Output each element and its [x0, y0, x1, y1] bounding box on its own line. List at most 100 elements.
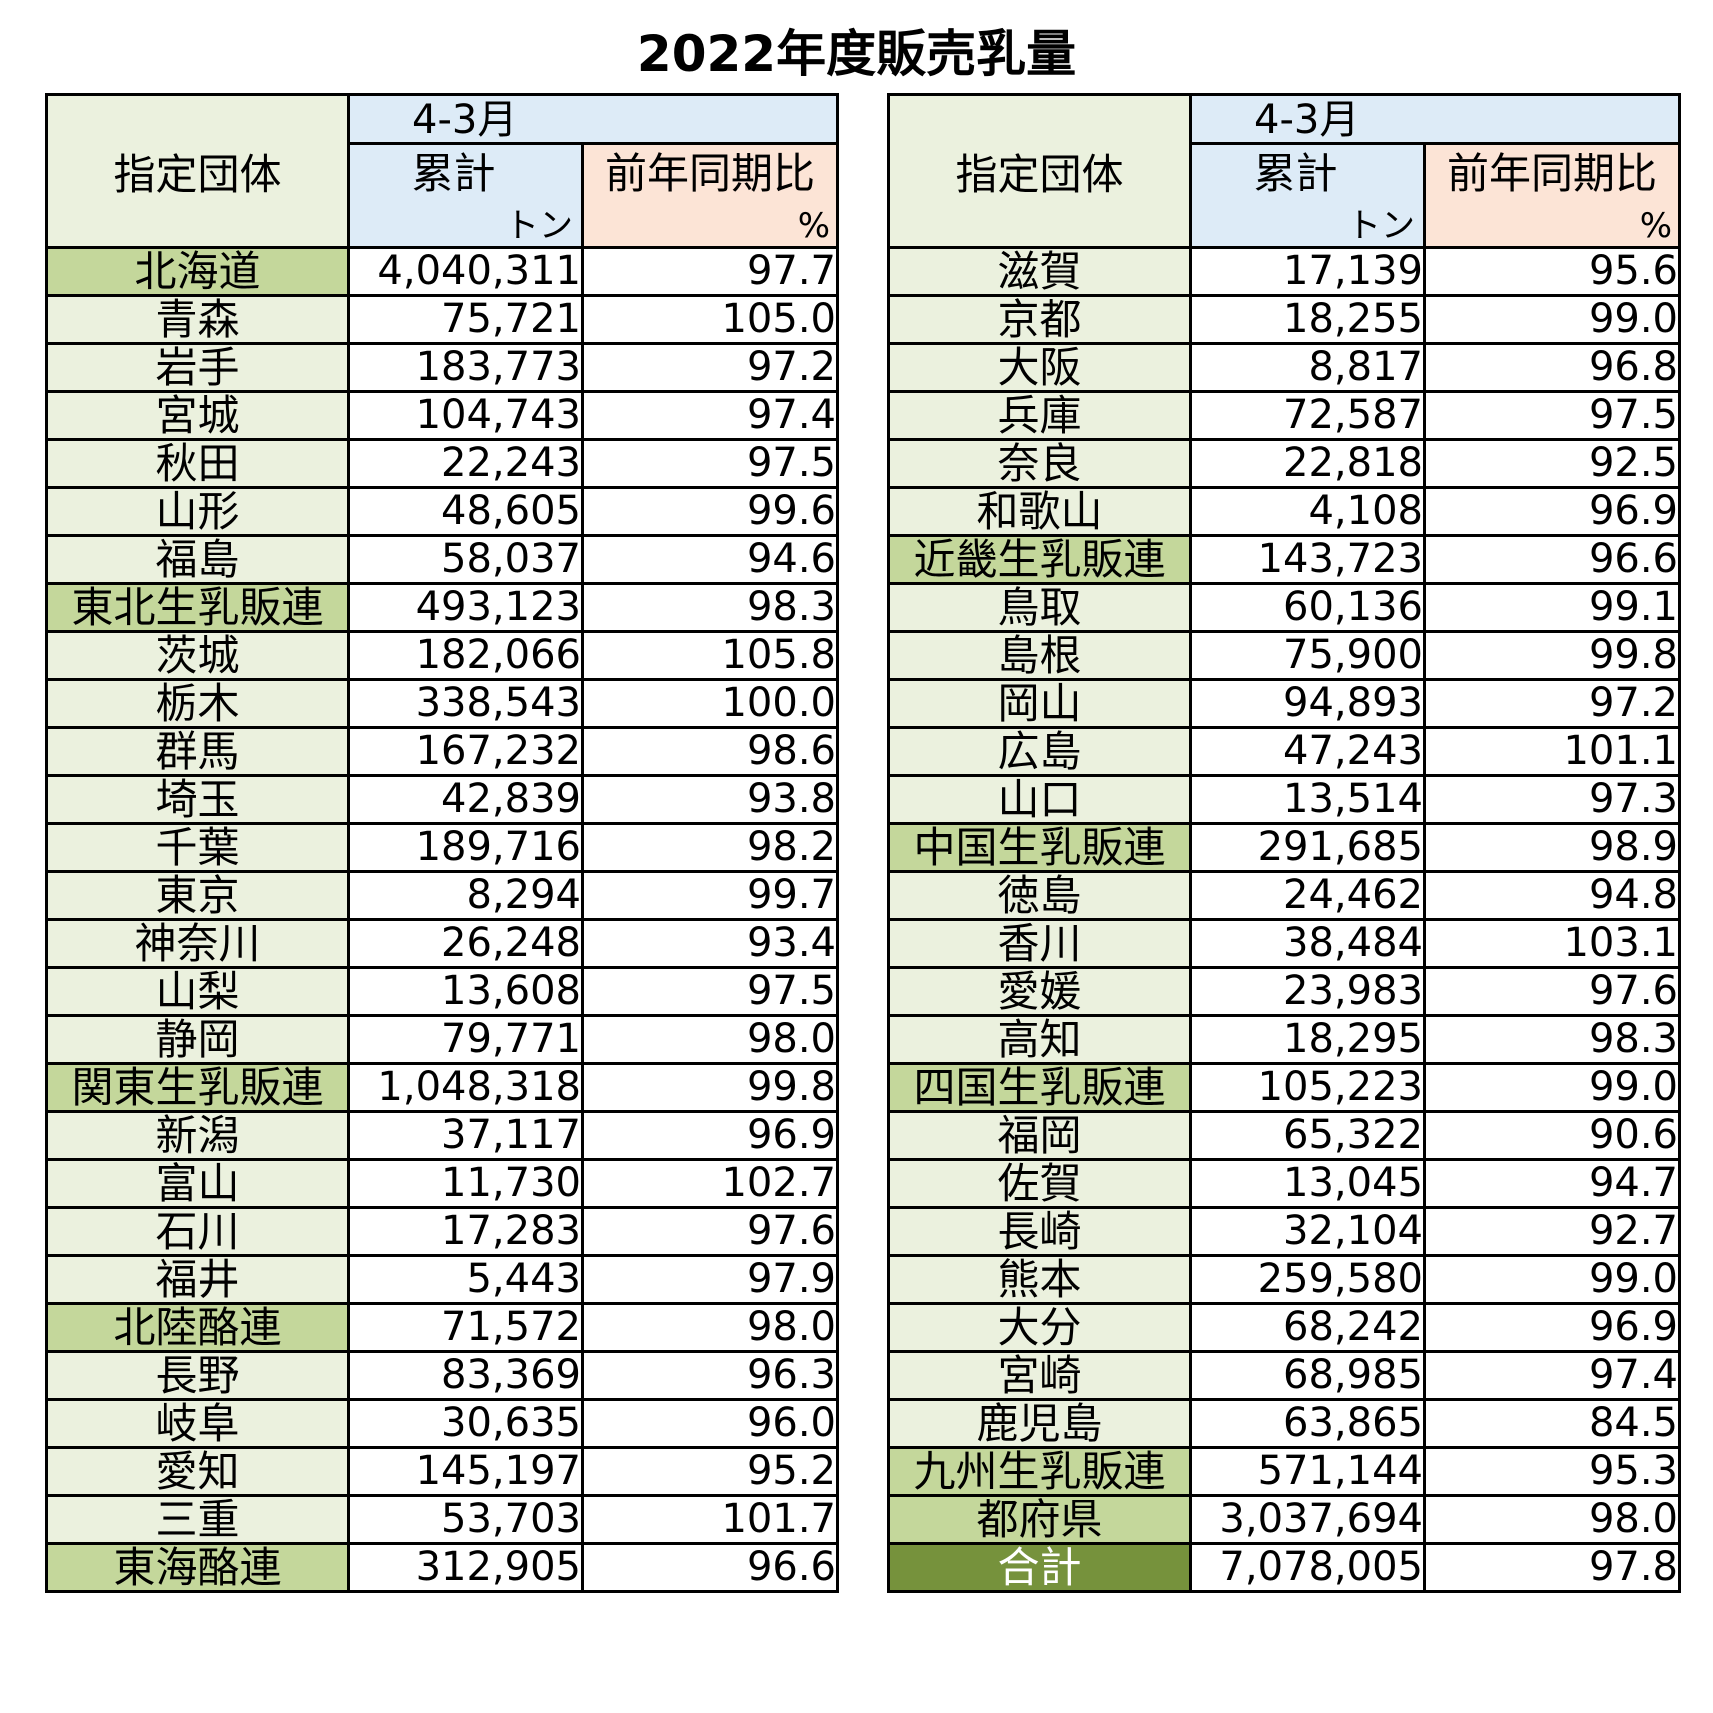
table-row: 秋田 22,243 97.5	[45, 438, 839, 489]
period-label: 4-3月	[412, 97, 518, 143]
tons-cell: 42,839	[347, 774, 584, 825]
tons-cell: 338,543	[347, 678, 584, 729]
ratio-cell: 97.6	[1423, 966, 1681, 1017]
tons-cell: 104,743	[347, 390, 584, 441]
table-row: 中国生乳販連 291,685 98.9	[887, 822, 1681, 873]
table-row: 近畿生乳販連 143,723 96.6	[887, 534, 1681, 585]
ratio-cell: 95.3	[1423, 1446, 1681, 1497]
ratio-cell: 93.4	[581, 918, 839, 969]
tons-cell: 493,123	[347, 582, 584, 633]
prefecture-name: 埼玉	[45, 774, 350, 825]
ratio-cell: 99.8	[1423, 630, 1681, 681]
table-row: 山形 48,605 99.6	[45, 486, 839, 537]
header-row-bottom: 累計 トン 前年同期比 %	[889, 142, 1681, 249]
tons-cell: 18,295	[1189, 1014, 1426, 1065]
ratio-label: 前年同期比	[604, 149, 815, 198]
subtotal-name: 東北生乳販連	[45, 582, 350, 633]
table-row: 滋賀 17,139 95.6	[887, 246, 1681, 297]
ratio-cell: 84.5	[1423, 1398, 1681, 1449]
tons-cell: 312,905	[347, 1542, 584, 1593]
table-row: 香川 38,484 103.1	[887, 918, 1681, 969]
header-row-top: 指定団体 4-3月	[887, 93, 1681, 249]
ratio-cell: 92.5	[1423, 438, 1681, 489]
ratio-cell: 96.9	[1423, 1302, 1681, 1353]
ratio-cell: 96.8	[1423, 342, 1681, 393]
left-table-body: 指定団体 4-3月 累計 トン 前年同期比 % 北海道 4,040,311 97.7…	[45, 93, 839, 1593]
ratio-cell: 97.5	[1423, 390, 1681, 441]
table-row: 福岡 65,322 90.6	[887, 1110, 1681, 1161]
tons-cell: 48,605	[347, 486, 584, 537]
table-row: 石川 17,283 97.6	[45, 1206, 839, 1257]
table-row: 和歌山 4,108 96.9	[887, 486, 1681, 537]
ratio-cell: 97.4	[581, 390, 839, 441]
prefecture-name: 和歌山	[887, 486, 1192, 537]
table-row: 群馬 167,232 98.6	[45, 726, 839, 777]
left-table: 指定団体 4-3月 累計 トン 前年同期比 % 北海道 4,040,311 97.7…	[45, 93, 839, 1593]
prefecture-name: 長崎	[887, 1206, 1192, 1257]
prefecture-name: 鳥取	[887, 582, 1192, 633]
ratio-cell: 97.6	[581, 1206, 839, 1257]
table-row: 東北生乳販連 493,123 98.3	[45, 582, 839, 633]
prefecture-name: 岐阜	[45, 1398, 350, 1449]
ratio-cell: 103.1	[1423, 918, 1681, 969]
ratio-cell: 102.7	[581, 1158, 839, 1209]
ratio-cell: 99.1	[1423, 582, 1681, 633]
ratio-cell: 98.3	[1423, 1014, 1681, 1065]
cumulative-header: 累計 トン	[347, 142, 584, 249]
prefecture-name: 京都	[887, 294, 1192, 345]
period-header-cell: 4-3月	[1189, 93, 1681, 145]
prefecture-name: 鹿児島	[887, 1398, 1192, 1449]
tons-cell: 22,818	[1189, 438, 1426, 489]
unit-ton-label: トン	[1347, 206, 1415, 246]
tons-cell: 5,443	[347, 1254, 584, 1305]
tons-cell: 13,045	[1189, 1158, 1426, 1209]
ratio-cell: 90.6	[1423, 1110, 1681, 1161]
ratio-cell: 99.6	[581, 486, 839, 537]
tons-cell: 8,817	[1189, 342, 1426, 393]
prefecture-name: 島根	[887, 630, 1192, 681]
tons-cell: 13,514	[1189, 774, 1426, 825]
tons-cell: 79,771	[347, 1014, 584, 1065]
prefecture-name: 石川	[45, 1206, 350, 1257]
tons-cell: 68,985	[1189, 1350, 1426, 1401]
tons-cell: 291,685	[1189, 822, 1426, 873]
prefecture-name: 栃木	[45, 678, 350, 729]
ratio-cell: 93.8	[581, 774, 839, 825]
prefecture-name: 千葉	[45, 822, 350, 873]
table-row: 福井 5,443 97.9	[45, 1254, 839, 1305]
subtotal-name: 都府県	[887, 1494, 1192, 1545]
table-row: 三重 53,703 101.7	[45, 1494, 839, 1545]
prefecture-name: 滋賀	[887, 246, 1192, 297]
ratio-cell: 99.7	[581, 870, 839, 921]
prefecture-name: 山口	[887, 774, 1192, 825]
unit-pct-label: %	[1639, 206, 1672, 246]
table-row: 四国生乳販連 105,223 99.0	[887, 1062, 1681, 1113]
subtotal-name: 四国生乳販連	[887, 1062, 1192, 1113]
cumulative-label: 累計	[411, 149, 496, 198]
tons-cell: 571,144	[1189, 1446, 1426, 1497]
ratio-cell: 98.0	[1423, 1494, 1681, 1545]
table-row: 熊本 259,580 99.0	[887, 1254, 1681, 1305]
ratio-cell: 97.5	[581, 966, 839, 1017]
ratio-cell: 98.9	[1423, 822, 1681, 873]
header-row-top: 指定団体 4-3月	[45, 93, 839, 249]
period-header-cell: 4-3月	[347, 93, 839, 145]
table-row: 岡山 94,893 97.2	[887, 678, 1681, 729]
prefecture-name: 岩手	[45, 342, 350, 393]
subtotal-name: 東海酪連	[45, 1542, 350, 1593]
tons-cell: 75,900	[1189, 630, 1426, 681]
subtotal-name: 関東生乳販連	[45, 1062, 350, 1113]
table-row: 兵庫 72,587 97.5	[887, 390, 1681, 441]
cumulative-label: 累計	[1253, 149, 1338, 198]
table-row: 山口 13,514 97.3	[887, 774, 1681, 825]
tons-cell: 183,773	[347, 342, 584, 393]
tons-cell: 63,865	[1189, 1398, 1426, 1449]
table-row: 北陸酪連 71,572 98.0	[45, 1302, 839, 1353]
table-row: 奈良 22,818 92.5	[887, 438, 1681, 489]
tons-cell: 17,139	[1189, 246, 1426, 297]
group-header: 指定団体	[887, 93, 1192, 249]
grand-total-name: 合計	[887, 1542, 1192, 1593]
table-row: 愛媛 23,983 97.6	[887, 966, 1681, 1017]
tons-cell: 189,716	[347, 822, 584, 873]
tons-cell: 8,294	[347, 870, 584, 921]
